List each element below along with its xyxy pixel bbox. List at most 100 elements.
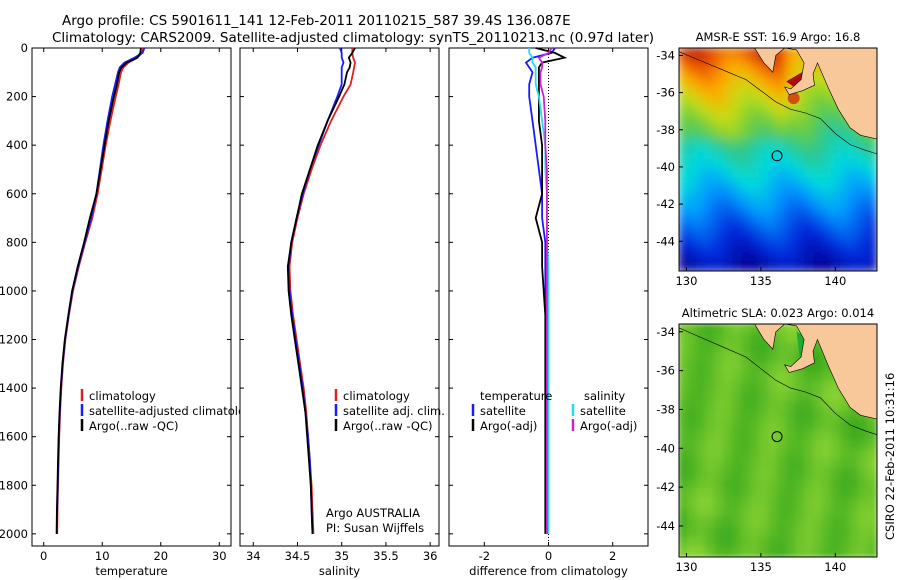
field-cell: [867, 478, 877, 491]
field-cell: [750, 74, 761, 87]
field-cell: [696, 139, 707, 152]
field-cell: [759, 195, 770, 207]
field-cell: [714, 352, 725, 364]
field-cell: [786, 371, 797, 384]
field-cell: [777, 112, 788, 124]
field-cell: [723, 93, 734, 105]
field-cell: [804, 121, 815, 133]
field-cell: [714, 488, 725, 500]
field-cell: [696, 546, 707, 557]
field-cell: [705, 449, 716, 461]
field-cell: [858, 223, 869, 235]
field-cell: [858, 468, 869, 481]
field-cell: [831, 497, 842, 510]
field-cell: [750, 84, 761, 96]
field-cell: [741, 74, 752, 87]
field-cell: [750, 65, 761, 77]
field-cell: [813, 102, 824, 115]
field-cell: [822, 439, 833, 452]
field-cell: [714, 232, 725, 245]
field-cell: [777, 195, 788, 207]
field-cell: [741, 526, 752, 539]
field-cell: [768, 390, 779, 403]
figure-title-line2: Climatology: CARS2009. Satellite-adjuste…: [52, 30, 655, 46]
field-cell: [705, 332, 716, 345]
field-cell: [732, 478, 743, 491]
field-cell: [768, 204, 779, 217]
field-cell: [687, 177, 698, 189]
field-cell: [759, 497, 770, 510]
field-cell: [840, 400, 851, 413]
field-cell: [679, 458, 689, 471]
field-cell: [777, 65, 788, 77]
field-cell: [750, 410, 761, 423]
field-cell: [696, 251, 707, 263]
x-tick-label: 0: [545, 549, 552, 563]
field-cell: [858, 195, 869, 207]
field-cell: [732, 139, 743, 152]
field-cell: [831, 251, 842, 263]
field-cell: [759, 65, 770, 77]
field-cell: [813, 517, 824, 529]
field-cell: [858, 458, 869, 471]
field-cell: [679, 102, 689, 115]
field-cell: [732, 371, 743, 384]
field-cell: [768, 130, 779, 142]
field-cell: [750, 102, 761, 115]
field-cell: [822, 186, 833, 198]
field-cell: [840, 158, 851, 170]
field-cell: [687, 48, 698, 59]
field-cell: [786, 242, 797, 254]
field-cell: [679, 121, 689, 133]
field-cell: [804, 167, 815, 180]
field-cell: [759, 204, 770, 217]
field-cell: [849, 536, 860, 549]
field-cell: [696, 186, 707, 198]
field-cell: [831, 429, 842, 442]
field-cell: [840, 507, 851, 520]
field-cell: [732, 195, 743, 207]
field-cell: [759, 112, 770, 124]
figure-title-line1: Argo profile: CS 5901611_141 12-Feb-2011…: [62, 13, 571, 29]
field-cell: [696, 361, 707, 374]
field-cell: [831, 410, 842, 423]
field-cell: [858, 177, 869, 189]
field-cell: [705, 149, 716, 161]
field-cell: [723, 167, 734, 180]
field-cell: [777, 167, 788, 180]
field-cell: [732, 186, 743, 198]
field-cell: [849, 139, 860, 152]
series-line-argo_s: [537, 47, 553, 534]
field-cell: [687, 214, 698, 226]
field-cell: [840, 497, 851, 510]
field-cell: [777, 242, 788, 254]
field-cell: [777, 381, 788, 393]
field-cell: [759, 478, 770, 491]
field-cell: [679, 361, 689, 374]
field-cell: [858, 507, 869, 520]
field-cell: [786, 507, 797, 520]
field-cell: [849, 158, 860, 170]
field-cell: [822, 158, 833, 170]
field-cell: [813, 342, 824, 355]
field-cell: [732, 332, 743, 345]
field-cell: [786, 177, 797, 189]
salinity-axes-frame: [239, 47, 440, 547]
field-cell: [858, 449, 869, 461]
field-cell: [750, 177, 761, 189]
field-cell: [750, 332, 761, 345]
field-cell: [795, 121, 806, 133]
field-cell: [831, 260, 842, 271]
field-cell: [696, 204, 707, 217]
field-cell: [840, 449, 851, 461]
field-cell: [705, 439, 716, 452]
field-cell: [804, 102, 815, 115]
field-cell: [687, 204, 698, 217]
field-cell: [840, 251, 851, 263]
field-cell: [768, 214, 779, 226]
field-cell: [858, 158, 869, 170]
field-cell: [822, 214, 833, 226]
salinity-legend-label: Argo(..raw -QC): [343, 419, 433, 433]
field-cell: [732, 167, 743, 180]
field-cell: [723, 251, 734, 263]
